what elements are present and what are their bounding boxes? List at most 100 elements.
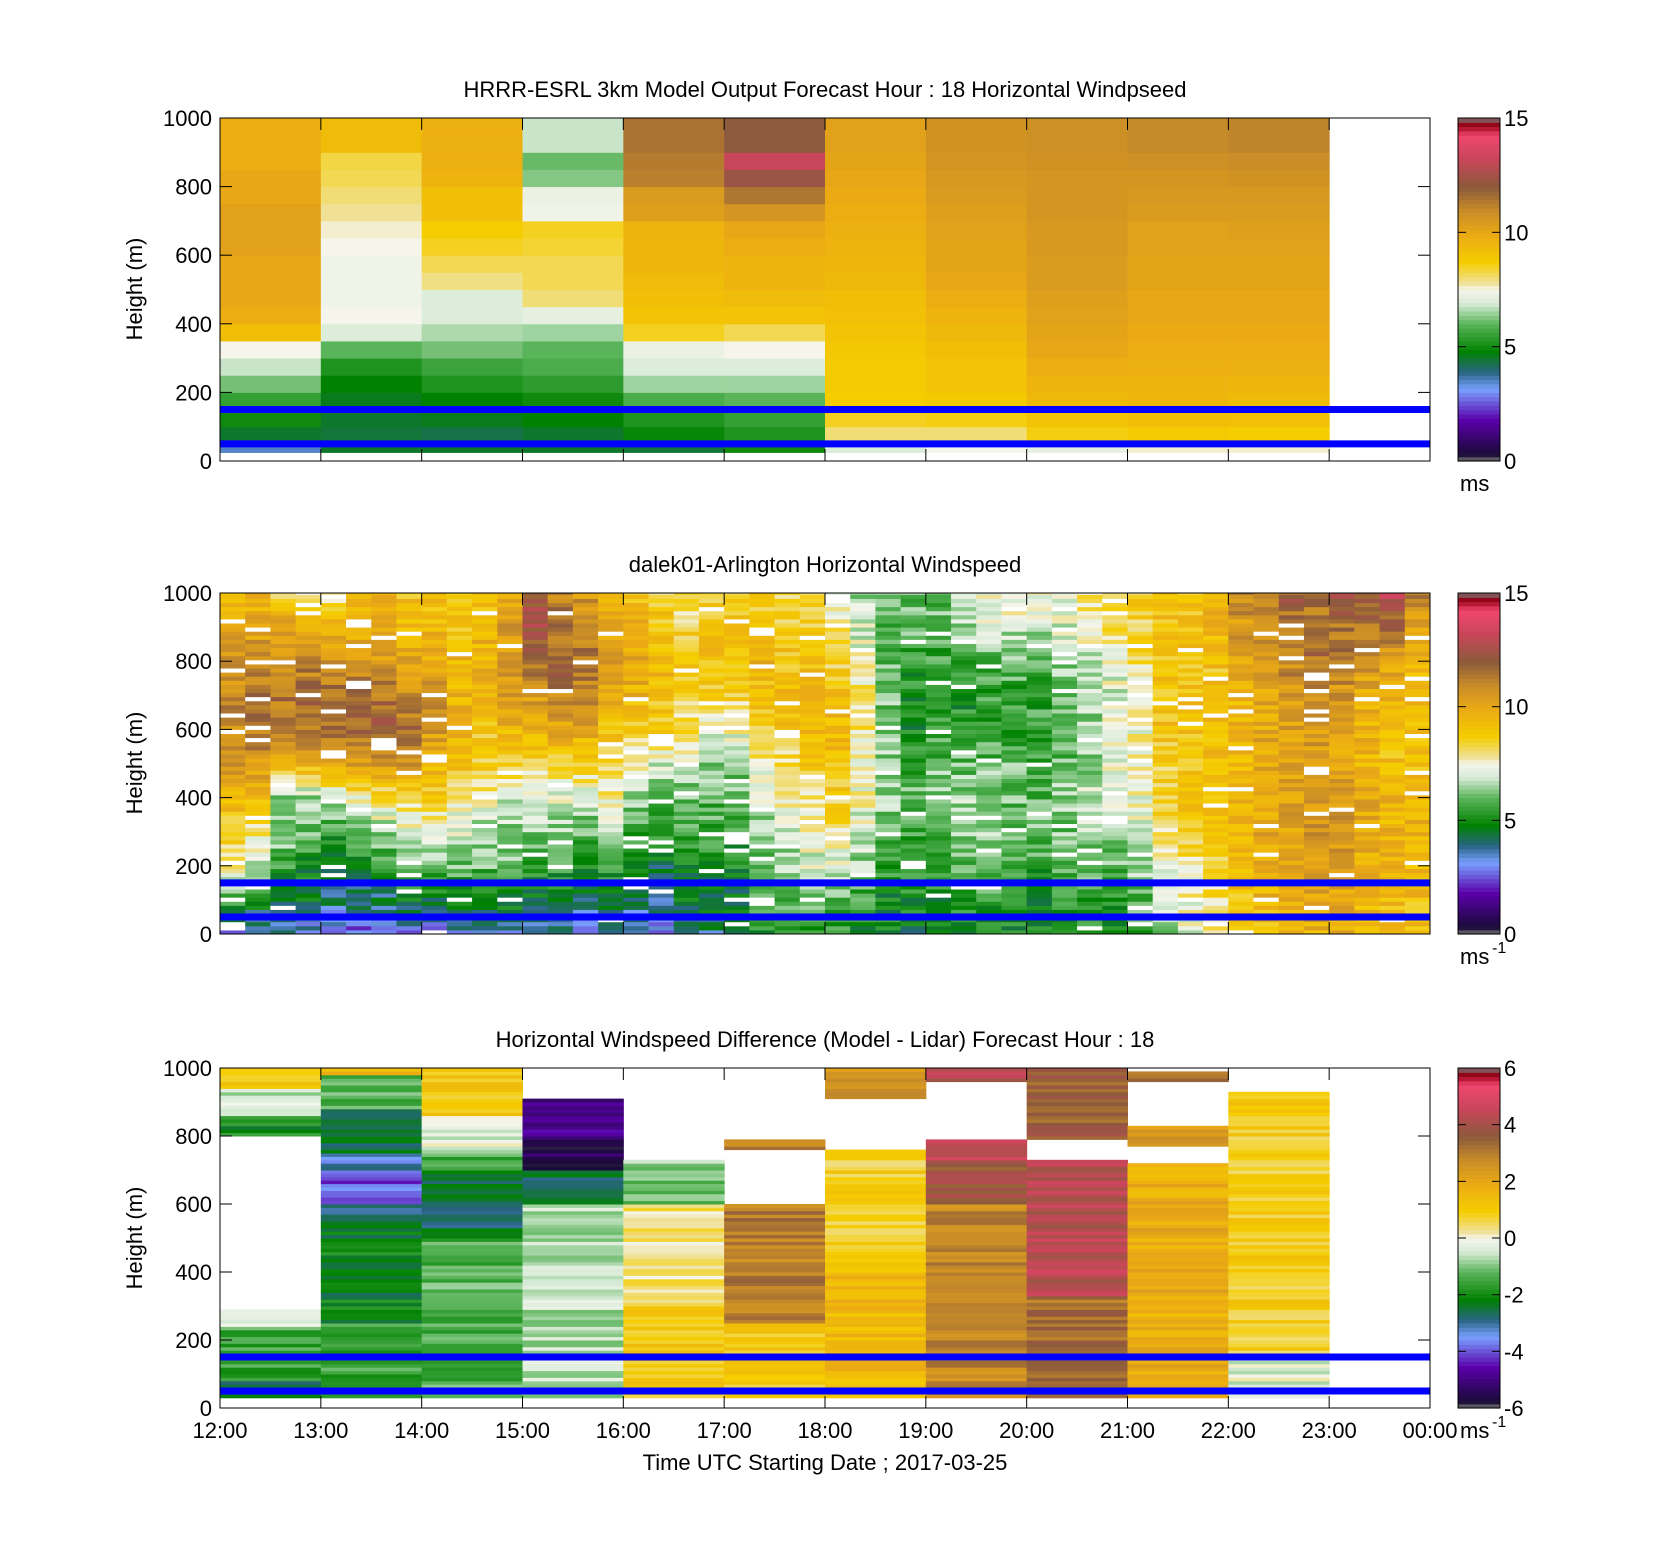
heatmap-cell [1303, 839, 1330, 845]
heatmap-cell [724, 627, 750, 632]
heatmap-cell [925, 884, 952, 890]
heatmap-cell [396, 704, 423, 710]
heatmap-cell [724, 289, 826, 308]
heatmap-cell [925, 921, 952, 927]
heatmap-cell [1152, 598, 1179, 604]
heatmap-cell [1329, 753, 1355, 759]
colorbar-swatch [1458, 737, 1500, 743]
heatmap-cell [396, 770, 423, 775]
heatmap-cell [724, 1282, 826, 1287]
heatmap-cell [1152, 631, 1179, 636]
heatmap-cell [572, 733, 599, 739]
heatmap-cell [976, 811, 1002, 816]
heatmap-cell [875, 888, 902, 894]
heatmap-cell [774, 921, 801, 927]
heatmap-cell [421, 909, 448, 915]
heatmap-cell [1379, 651, 1406, 657]
heatmap-cell [320, 905, 347, 910]
heatmap-cell [1001, 668, 1028, 673]
heatmap-cell [320, 1363, 423, 1368]
heatmap-cell [1303, 627, 1330, 632]
heatmap-cell [220, 289, 322, 308]
heatmap-cell [245, 893, 271, 898]
heatmap-cell [371, 852, 397, 857]
heatmap-cell [446, 668, 473, 673]
heatmap-cell [724, 717, 750, 722]
heatmap-cell [522, 1231, 624, 1236]
heatmap-cell [320, 1380, 423, 1385]
heatmap-cell [1404, 790, 1430, 796]
heatmap-cell [497, 827, 523, 833]
heatmap-cell [698, 602, 725, 608]
heatmap-cell [1379, 798, 1406, 804]
heatmap-cell [698, 766, 725, 771]
heatmap-cell [446, 925, 473, 931]
heatmap-cell [623, 1316, 725, 1321]
colorbar-swatch [1458, 328, 1500, 333]
colorbar-swatch [1458, 126, 1500, 132]
heatmap-cell [522, 1176, 624, 1181]
heatmap-cell [1051, 811, 1078, 816]
heatmap-cell [1404, 684, 1430, 689]
heatmap-cell [1203, 688, 1229, 694]
heatmap-cell [724, 725, 750, 730]
colorbar-swatch [1458, 229, 1500, 235]
heatmap-cell [446, 831, 473, 837]
heatmap-cell [825, 323, 927, 342]
heatmap-cell [1404, 688, 1430, 694]
heatmap-cell [220, 831, 246, 837]
heatmap-cell [1077, 647, 1103, 653]
heatmap-cell [875, 614, 902, 620]
heatmap-cell [951, 708, 977, 714]
heatmap-cell [724, 659, 750, 665]
heatmap-cell [799, 713, 826, 718]
heatmap-cell [1379, 631, 1406, 636]
heatmap-cell [220, 868, 246, 874]
heatmap-cell [270, 606, 297, 612]
heatmap-cell [1127, 753, 1154, 759]
heatmap-cell [320, 901, 347, 906]
heatmap-cell [320, 1149, 423, 1154]
heatmap-cell [1329, 790, 1355, 796]
heatmap-cell [1127, 598, 1154, 604]
heatmap-cell [1001, 815, 1028, 820]
heatmap-cell [1077, 925, 1103, 931]
heatmap-cell [295, 700, 322, 706]
heatmap-cell [799, 725, 826, 730]
heatmap-cell [673, 921, 700, 927]
heatmap-cell [1026, 704, 1053, 710]
heatmap-cell [976, 901, 1002, 906]
heatmap-cell [1177, 651, 1204, 657]
heatmap-cell [598, 758, 624, 763]
heatmap-cell [976, 713, 1002, 718]
heatmap-cell [421, 798, 448, 804]
heatmap-cell [1228, 811, 1255, 816]
colorbar-swatch [1458, 814, 1500, 820]
heatmap-cell [446, 843, 473, 849]
y-tick-label: 200 [175, 854, 212, 879]
heatmap-cell [1228, 749, 1255, 755]
heatmap-cell [371, 778, 397, 784]
heatmap-cell [421, 1340, 523, 1344]
heatmap-cell [825, 848, 851, 853]
heatmap-cell [1001, 639, 1028, 644]
heatmap-cell [799, 606, 826, 612]
heatmap-cell [497, 676, 523, 681]
heatmap-cell [1127, 819, 1154, 825]
heatmap-cell [825, 672, 851, 677]
heatmap-cell [648, 774, 675, 780]
heatmap-cell [346, 864, 372, 870]
heatmap-cell [976, 835, 1002, 841]
heatmap-cell [598, 651, 624, 657]
heatmap-cell [320, 721, 347, 726]
heatmap-cell [220, 1384, 322, 1389]
colorbar-swatch [1458, 742, 1500, 748]
heatmap-cell [1278, 868, 1305, 874]
heatmap-cell [1077, 627, 1103, 632]
heatmap-cell [1303, 803, 1330, 808]
heatmap-cell [850, 700, 876, 706]
heatmap-cell [1026, 255, 1128, 273]
heatmap-cell [1253, 745, 1280, 751]
heatmap-cell [522, 1108, 624, 1113]
heatmap-cell [749, 676, 776, 681]
